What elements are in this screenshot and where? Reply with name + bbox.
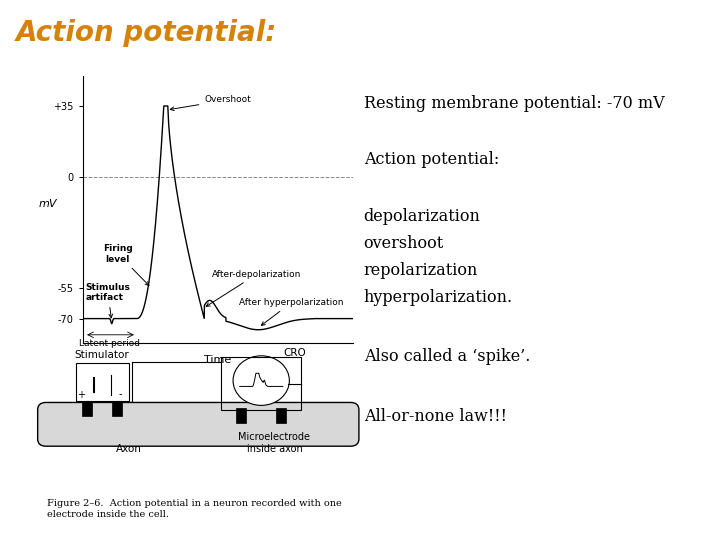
Bar [236,408,246,423]
Text: overshoot: overshoot [364,235,444,252]
FancyBboxPatch shape [76,363,129,401]
Text: Resting membrane potential: -70 mV: Resting membrane potential: -70 mV [364,94,665,111]
Text: Action potential:: Action potential: [364,151,499,168]
Bar [112,401,122,416]
Text: +: + [77,389,85,400]
Text: Stimulus
artifact: Stimulus artifact [86,282,130,318]
Y-axis label: mV: mV [39,199,57,209]
Text: Latent period: Latent period [79,339,140,348]
Text: Also called a ‘spike’.: Also called a ‘spike’. [364,348,530,365]
Text: All-or-none law!!!: All-or-none law!!! [364,408,507,424]
Text: Overshoot: Overshoot [171,96,251,111]
Text: CRO: CRO [283,348,306,358]
Text: Microelectrode
inside axon: Microelectrode inside axon [238,433,310,454]
Text: Action potential:: Action potential: [16,19,277,47]
Text: hyperpolarization.: hyperpolarization. [364,289,513,306]
Text: -: - [119,389,122,400]
Text: After hyperpolarization: After hyperpolarization [239,298,344,326]
Bar [276,408,286,423]
Text: Figure 2–6.  Action potential in a neuron recorded with one
electrode inside the: Figure 2–6. Action potential in a neuron… [47,500,341,519]
Text: Stimulator: Stimulator [75,350,130,360]
Circle shape [233,356,289,406]
Text: After-depolarization: After-depolarization [206,269,302,306]
Text: depolarization: depolarization [364,208,480,225]
Text: repolarization: repolarization [364,262,478,279]
Bar [82,401,92,416]
Text: Axon: Axon [116,444,142,454]
Text: Firing
level: Firing level [103,244,149,286]
FancyBboxPatch shape [37,402,359,446]
Text: Time: Time [204,355,231,365]
